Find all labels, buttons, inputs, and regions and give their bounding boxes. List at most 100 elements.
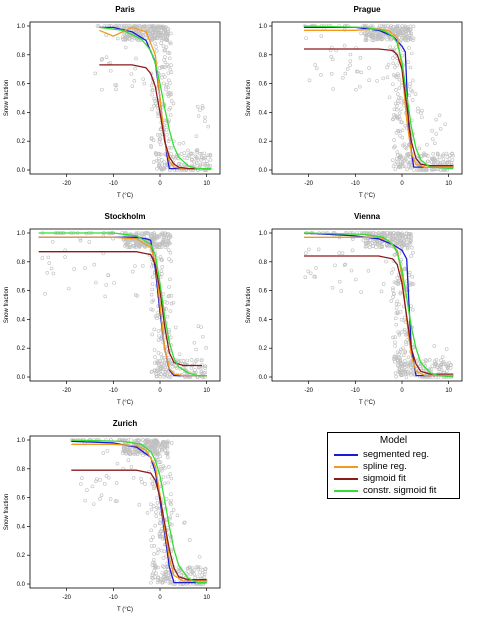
- observation-point: [395, 350, 400, 355]
- observation-point: [196, 567, 201, 571]
- observation-point: [200, 568, 205, 572]
- observation-point: [148, 445, 152, 449]
- observation-point: [160, 26, 165, 31]
- observation-point: [406, 154, 411, 158]
- observation-point: [400, 244, 404, 249]
- observation-point: [392, 138, 396, 142]
- y-axis-label: Snow fraction: [4, 287, 10, 323]
- legend-swatch-sigmoid: [334, 477, 358, 480]
- panel-paris: Paris 0.0 0.2 0.4 0.6 0.8 1.0 -20 -10 0 10 T (°C) Sn…: [4, 5, 221, 199]
- observation-point: [160, 232, 165, 236]
- observation-point: [199, 155, 204, 160]
- observation-point: [150, 34, 155, 39]
- observation-point: [40, 256, 45, 260]
- observation-point: [434, 132, 439, 136]
- observation-point: [161, 292, 166, 296]
- observation-point: [163, 60, 168, 65]
- observation-point: [135, 293, 140, 298]
- curve-sigmoid: [38, 251, 202, 367]
- observation-point: [404, 29, 409, 34]
- observation-point: [196, 324, 201, 329]
- plot-frame: [29, 21, 221, 175]
- observation-point: [173, 156, 177, 161]
- observation-point: [101, 251, 106, 256]
- observation-point: [158, 460, 163, 464]
- observation-point: [421, 153, 426, 158]
- observation-point: [404, 231, 409, 236]
- observation-point: [393, 101, 398, 106]
- curve-constr-sigmoid: [71, 439, 207, 584]
- observation-point: [391, 56, 395, 60]
- observation-point: [153, 41, 158, 46]
- observation-point: [151, 25, 156, 29]
- observation-point: [402, 266, 407, 271]
- observation-point: [151, 504, 156, 509]
- observation-point: [103, 294, 108, 299]
- observation-point: [404, 342, 409, 347]
- observation-point: [391, 164, 396, 168]
- observation-point: [160, 571, 165, 575]
- observation-point: [161, 556, 166, 560]
- observation-point: [98, 497, 102, 501]
- observation-point: [150, 88, 155, 93]
- observation-point: [152, 563, 157, 568]
- observation-point: [398, 96, 403, 100]
- y-tick-label: 0.2: [17, 553, 26, 559]
- observation-point: [404, 38, 408, 43]
- observation-point: [403, 238, 407, 243]
- observation-point: [140, 264, 145, 268]
- observation-point: [158, 24, 162, 29]
- observation-point: [398, 370, 402, 375]
- observation-point: [394, 130, 399, 135]
- observation-point: [151, 443, 155, 447]
- observation-point: [159, 361, 164, 366]
- legend-item-constr-sigmoid: constr. sigmoid fit: [334, 485, 436, 496]
- x-tick-label: -10: [109, 181, 118, 187]
- observation-point: [155, 166, 159, 171]
- observation-point: [379, 289, 384, 294]
- observation-point: [403, 123, 408, 128]
- observation-point: [395, 279, 400, 284]
- legend-label-segmented: segmented reg.: [363, 449, 430, 460]
- observation-point: [137, 450, 142, 454]
- observation-point: [150, 481, 155, 486]
- observation-point: [394, 88, 398, 92]
- observation-point: [393, 371, 398, 376]
- observation-point: [196, 158, 200, 162]
- observation-point: [80, 476, 84, 480]
- observation-point: [397, 77, 402, 82]
- observation-point: [169, 259, 174, 264]
- observation-point: [416, 109, 420, 114]
- observation-point: [409, 31, 413, 35]
- observation-point: [343, 27, 347, 32]
- observation-point: [402, 329, 407, 334]
- observation-point: [198, 108, 202, 112]
- observation-point: [169, 152, 173, 156]
- curve-segmented: [38, 236, 207, 377]
- observation-point: [380, 24, 385, 28]
- observation-point: [159, 352, 163, 357]
- observation-point: [156, 575, 161, 580]
- observation-point: [438, 127, 443, 131]
- observation-point: [205, 159, 209, 164]
- observation-point: [83, 498, 87, 503]
- y-tick-label: 1.0: [17, 24, 26, 30]
- observation-point: [409, 373, 413, 377]
- observation-point: [406, 361, 411, 365]
- observation-point: [167, 137, 172, 141]
- observation-point: [157, 442, 161, 446]
- observation-point: [425, 142, 429, 147]
- observation-point: [188, 567, 193, 572]
- observation-point: [114, 83, 119, 88]
- observation-point: [396, 359, 401, 363]
- observation-point: [401, 234, 405, 239]
- observation-point: [145, 510, 150, 515]
- y-tick-label: 0.8: [17, 260, 26, 266]
- observation-point: [108, 497, 113, 501]
- observation-point: [430, 168, 434, 172]
- observation-point: [370, 30, 375, 35]
- observation-point: [422, 151, 426, 156]
- plot-frame: [29, 435, 221, 589]
- observation-point: [442, 360, 446, 364]
- observation-point: [149, 264, 154, 269]
